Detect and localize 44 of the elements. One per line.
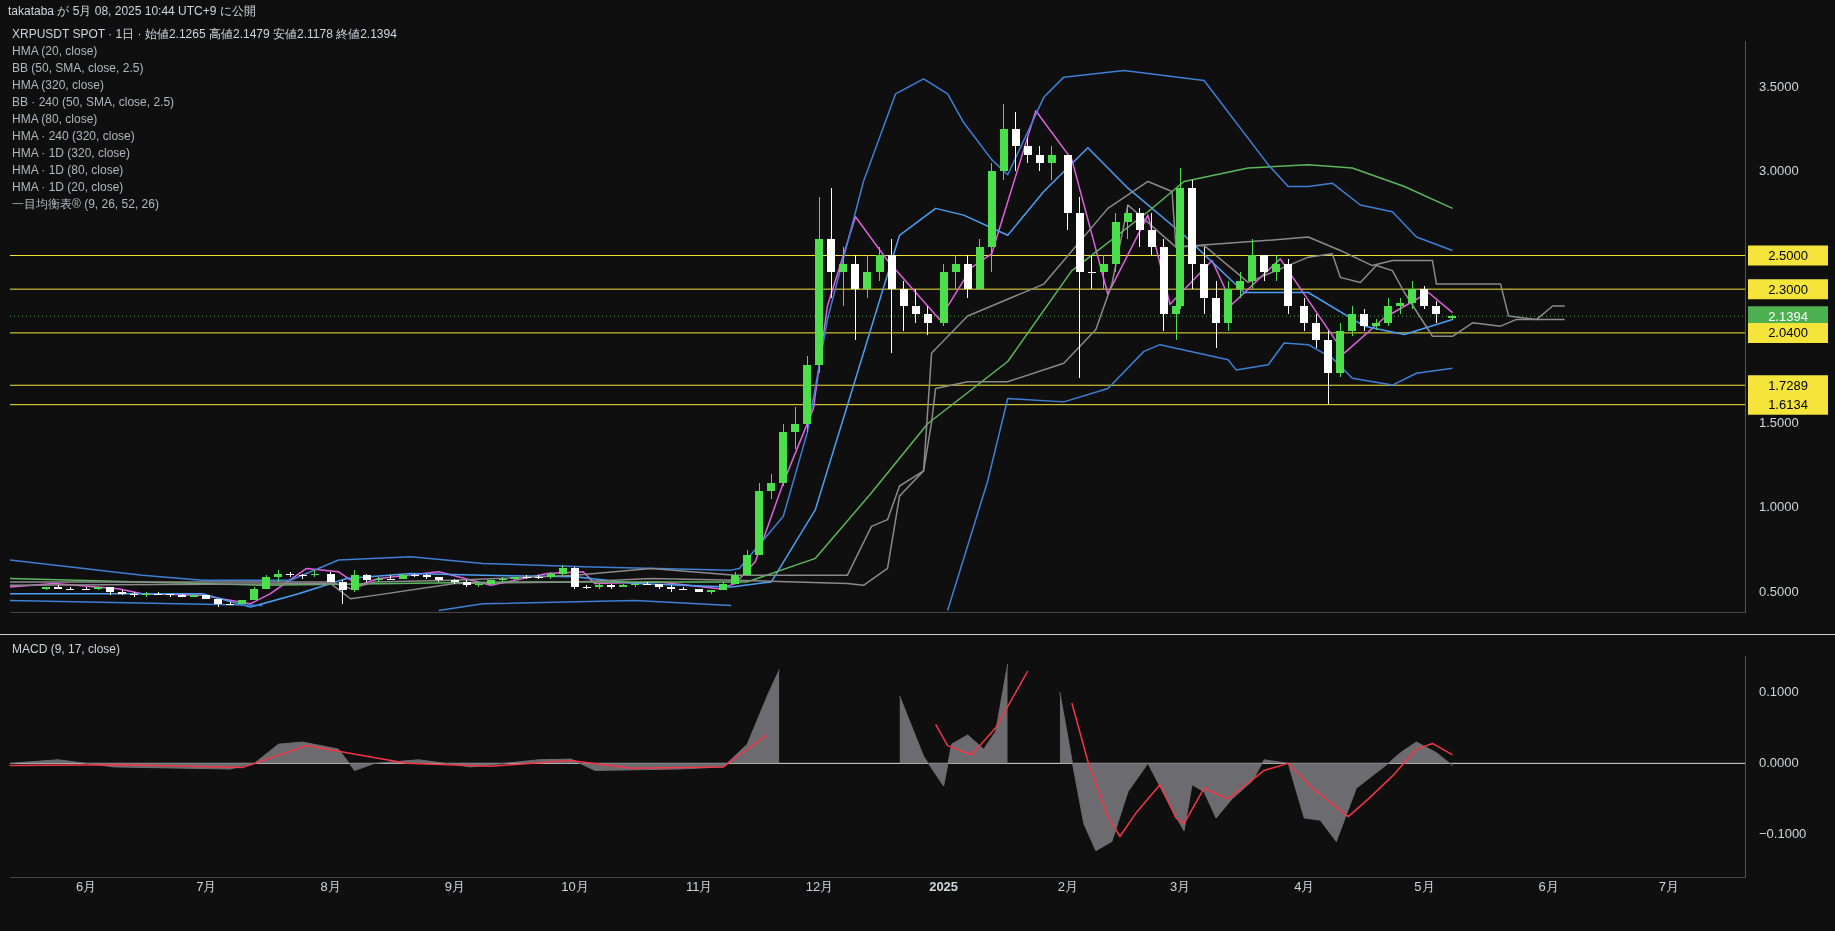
chart-title: MACD (9, 17, close) [12,641,121,658]
y-tick-label: 3.5000 [1759,78,1799,94]
annotation: 一目均衡表® (9, 26, 52, 26) [12,196,160,213]
ref-line-label: 1.6134 [1768,397,1808,413]
chart-title: XRPUSDT SPOT · 1日 · 始値2.1265 高値2.1479 安値2.1178 終値2.1394 [12,26,397,43]
x-tick-label: 10月 [561,879,589,895]
y-tick-label: 0.5000 [1759,583,1799,599]
y-tick-label: 1.0000 [1759,499,1799,515]
y-tick-label: 1.5000 [1759,415,1799,431]
x-tick-label: 4月 [1294,879,1315,895]
x-tick-label: 3月 [1169,879,1191,895]
chart-subtitle: takataba が 5月 08, 2025 10:44 UTC+9 に公開 [8,3,256,20]
annotation: BB (50, SMA, close, 2.5) [12,60,145,77]
x-tick-label: 7月 [1658,879,1679,895]
x-tick-label: 9月 [444,879,465,895]
x-tick-label: 11月 [685,879,713,895]
y-tick-label: 0.1000 [1759,683,1799,699]
annotation: HMA · 1D (20, close) [12,179,125,196]
annotation: BB · 240 (50, SMA, close, 2.5) [12,94,176,111]
candlestick [695,589,703,592]
candlestick [238,600,246,604]
annotation: HMA · 1D (80, close) [12,162,125,179]
annotation: HMA · 240 (320, close) [12,128,136,145]
x-tick-label: 2025 [929,879,959,895]
annotation: HMA (320, close) [12,77,106,94]
ref-line-label: 2.0400 [1768,325,1808,341]
x-tick-label: 12月 [805,879,834,895]
x-tick-label: 7月 [196,879,217,895]
x-tick-label: 8月 [320,879,341,895]
x-tick-label: 2月 [1057,879,1078,895]
y-tick-label: −0.1000 [1759,825,1807,841]
y-tick-label: 0.0000 [1759,754,1799,770]
ref-line-label: 2.5000 [1768,248,1808,264]
ref-line-label: 2.1394 [1768,308,1808,324]
x-tick-label: 6月 [1538,879,1559,895]
x-tick-label: 6月 [76,879,97,895]
ref-line-label: 2.3000 [1768,281,1808,297]
y-tick-label: 3.0000 [1759,162,1799,178]
ref-line-label: 1.7289 [1768,377,1808,393]
x-tick-label: 5月 [1414,879,1435,895]
candlestick [202,595,210,599]
annotation: HMA (80, close) [12,111,99,128]
annotation: HMA (20, close) [12,43,99,60]
annotation: HMA · 1D (320, close) [12,145,132,162]
